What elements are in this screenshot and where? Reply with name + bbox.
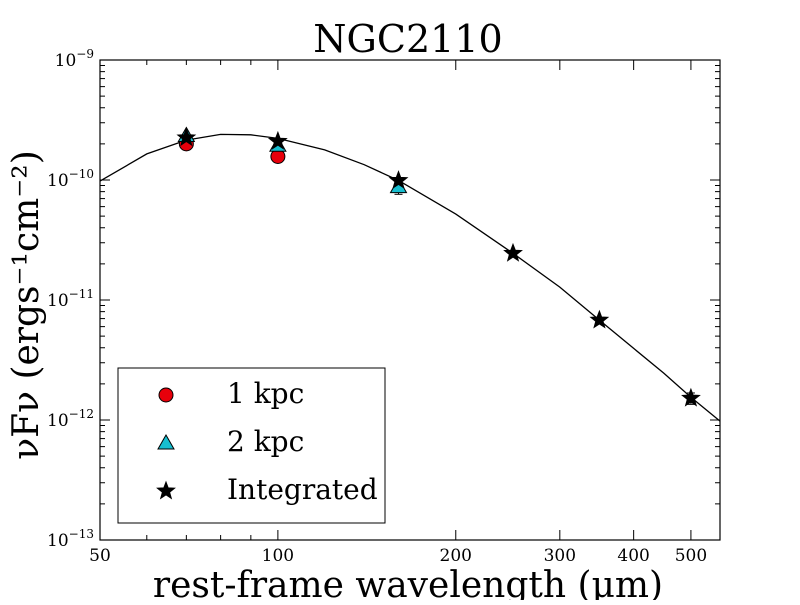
legend-label-integrated: Integrated <box>227 473 378 506</box>
y-tick-label: 10−10 <box>47 167 94 191</box>
y-tick-label: 10−11 <box>47 287 94 311</box>
x-tick-label: 400 <box>617 546 649 566</box>
x-tick-label: 300 <box>544 546 576 566</box>
x-tick-label: 500 <box>675 546 707 566</box>
legend-marker-integrated <box>156 480 176 500</box>
chart-title: NGC2110 <box>313 17 502 61</box>
data-point-integrated <box>589 309 610 329</box>
x-axis-label: rest-frame wavelength (μm) <box>153 565 663 600</box>
legend-label-1kpc: 1 kpc <box>227 377 304 410</box>
data-point-integrated <box>503 242 523 262</box>
legend: 1 kpc 2 kpc Integrated <box>117 367 386 524</box>
legend-marker-2-kpc <box>157 433 175 450</box>
data-point-integrated <box>388 170 409 189</box>
data-point-integrated <box>681 387 701 407</box>
x-tick-label: 200 <box>440 546 472 566</box>
y-tick-label: 10−12 <box>47 407 94 431</box>
legend-marker-1-kpc <box>158 387 174 403</box>
y-tick-label: 10−9 <box>55 47 94 71</box>
x-tick-label: 50 <box>89 546 111 566</box>
data-point-integrated <box>176 127 197 147</box>
y-axis-label: νFν (ergs⁻¹cm⁻²) <box>6 150 47 459</box>
legend-label-2kpc: 2 kpc <box>227 425 304 458</box>
x-tick-label: 100 <box>262 546 294 566</box>
data-point-integrated <box>267 130 288 150</box>
y-tick-label: 10−13 <box>47 527 94 551</box>
